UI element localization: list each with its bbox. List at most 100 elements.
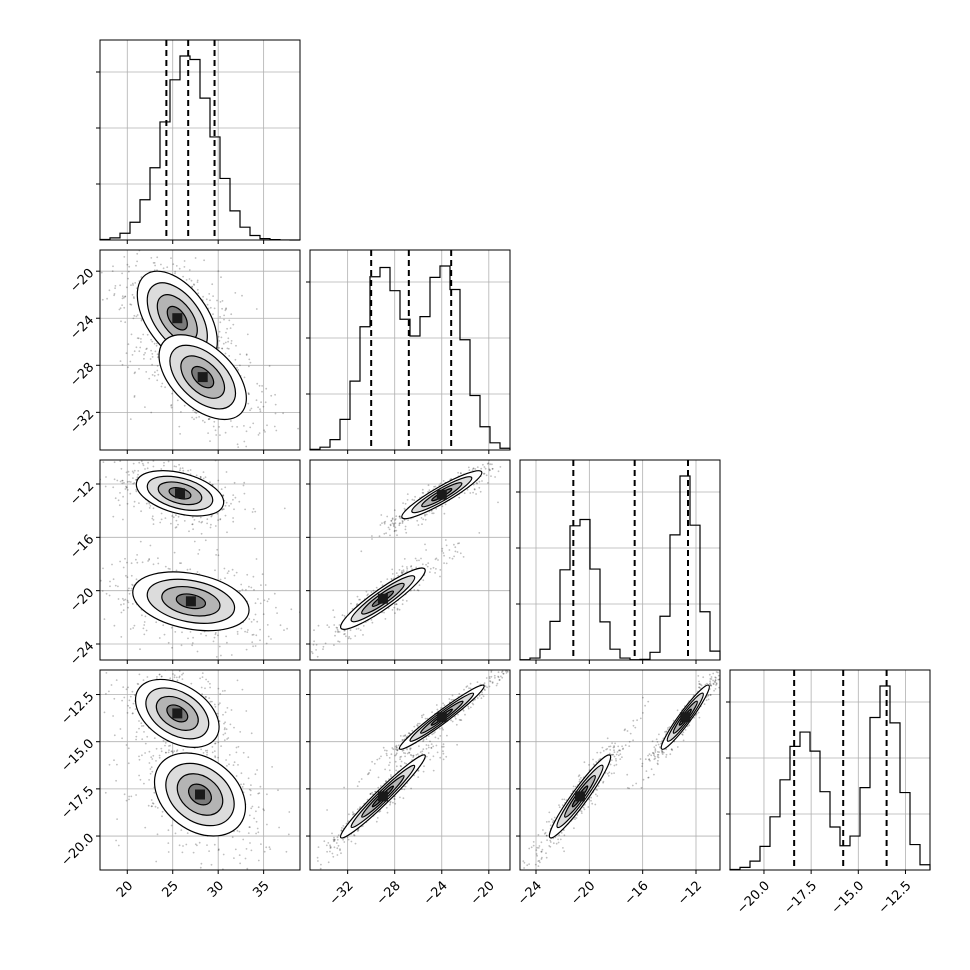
scatter-point xyxy=(717,671,719,674)
scatter-point xyxy=(160,747,163,750)
scatter-point xyxy=(427,562,430,564)
scatter-point xyxy=(167,851,170,853)
scatter-point xyxy=(206,303,209,306)
scatter-point xyxy=(360,778,363,780)
scatter-point xyxy=(390,578,393,580)
scatter-point xyxy=(416,589,419,591)
scatter-point xyxy=(226,531,228,534)
scatter-point xyxy=(315,649,317,651)
scatter-point xyxy=(402,570,405,573)
scatter-point xyxy=(186,832,189,834)
scatter-point xyxy=(334,634,336,637)
scatter-point xyxy=(202,477,205,480)
scatter-point xyxy=(136,252,139,255)
scatter-point xyxy=(427,746,430,749)
scatter-point xyxy=(391,518,394,521)
scatter-point xyxy=(297,427,299,430)
scatter-point xyxy=(392,748,395,751)
scatter-point xyxy=(441,746,443,748)
scatter-point xyxy=(326,809,328,811)
scatter-point xyxy=(270,394,273,397)
scatter-point xyxy=(479,490,482,493)
scatter-point xyxy=(221,347,224,350)
scatter-point xyxy=(502,672,505,675)
scatter-point xyxy=(158,754,161,757)
scatter-point xyxy=(132,317,135,320)
scatter-point xyxy=(488,676,491,678)
panel-frame xyxy=(99,669,301,871)
scatter-point xyxy=(122,518,124,521)
scatter-point xyxy=(150,257,153,259)
scatter-point xyxy=(656,751,659,753)
scatter-point xyxy=(393,606,396,609)
scatter-point xyxy=(120,320,122,323)
scatter-point xyxy=(175,526,178,528)
scatter-point xyxy=(124,295,127,298)
scatter-point xyxy=(395,515,398,518)
scatter-point xyxy=(723,660,725,662)
scatter-point xyxy=(489,680,491,682)
scatter-point xyxy=(178,675,181,678)
scatter-point xyxy=(478,486,481,489)
scatter-point xyxy=(208,418,210,421)
scatter-point xyxy=(156,356,159,359)
scatter-point xyxy=(267,635,270,638)
scatter-point xyxy=(406,493,409,495)
scatter-point xyxy=(246,631,249,633)
scatter-point xyxy=(204,476,207,479)
scatter-point xyxy=(232,498,234,501)
scatter-point xyxy=(126,502,129,505)
scatter-point xyxy=(401,570,403,572)
scatter-point xyxy=(475,482,478,484)
scatter-point xyxy=(338,631,341,633)
scatter-point xyxy=(311,874,313,876)
scatter-point xyxy=(377,786,380,789)
scatter-point xyxy=(145,502,148,505)
scatter-point xyxy=(181,673,183,676)
scatter-point xyxy=(135,479,137,481)
scatter-point xyxy=(222,494,225,496)
scatter-point xyxy=(243,481,246,484)
scatter-point xyxy=(412,754,415,757)
scatter-point xyxy=(426,717,429,720)
scatter-point xyxy=(319,867,322,870)
scatter-point xyxy=(385,749,388,752)
scatter-point xyxy=(122,603,125,605)
scatter-point xyxy=(127,366,129,369)
scatter-point xyxy=(406,567,409,570)
scatter-point xyxy=(165,751,167,754)
scatter-point xyxy=(120,611,123,614)
scatter-point xyxy=(170,626,173,629)
scatter-point xyxy=(168,745,170,747)
scatter-point xyxy=(488,468,491,471)
scatter-point xyxy=(146,735,149,738)
scatter-point xyxy=(433,485,435,488)
scatter-point xyxy=(225,635,228,638)
scatter-point xyxy=(264,401,267,404)
scatter-point xyxy=(160,468,163,470)
scatter-point xyxy=(243,425,245,427)
scatter-point xyxy=(131,712,134,715)
scatter-point xyxy=(228,505,231,507)
scatter-point xyxy=(129,418,132,420)
scatter-point xyxy=(487,462,490,465)
scatter-point xyxy=(442,750,444,753)
scatter-point xyxy=(436,751,439,754)
scatter-point xyxy=(160,750,163,753)
scatter-point xyxy=(654,757,657,760)
scatter-point xyxy=(411,729,414,732)
scatter-point xyxy=(444,503,447,506)
scatter-point xyxy=(197,292,200,295)
scatter-point xyxy=(194,411,196,414)
scatter-point xyxy=(723,673,725,675)
scatter-point xyxy=(337,640,339,643)
scatter-point xyxy=(182,469,185,472)
scatter-point xyxy=(250,784,252,786)
scatter-point xyxy=(366,773,369,776)
scatter-point xyxy=(445,544,448,547)
panel-frame xyxy=(309,249,511,451)
scatter-point xyxy=(421,714,423,717)
scatter-point xyxy=(127,747,130,750)
scatter-point xyxy=(391,522,394,525)
scatter-point xyxy=(501,661,503,663)
